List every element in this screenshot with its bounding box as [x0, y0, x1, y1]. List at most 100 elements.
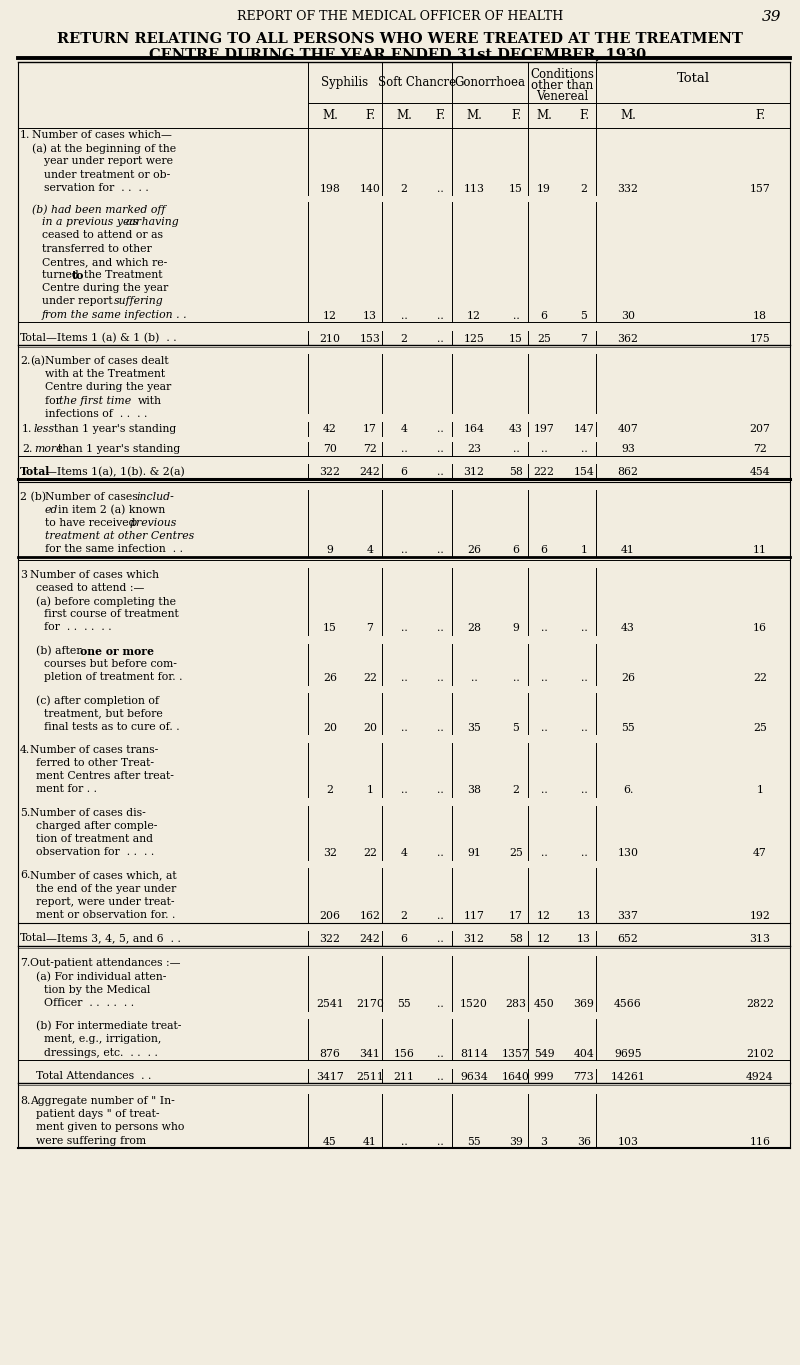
- Text: courses but before com-: courses but before com-: [44, 659, 177, 669]
- Text: ..: ..: [437, 1072, 443, 1082]
- Text: ..: ..: [470, 673, 478, 682]
- Text: 2: 2: [581, 184, 587, 194]
- Text: M.: M.: [466, 109, 482, 121]
- Text: under report: under report: [42, 296, 116, 306]
- Text: 157: 157: [750, 184, 770, 194]
- Text: 283: 283: [506, 999, 526, 1009]
- Text: 2.: 2.: [20, 356, 30, 366]
- Text: 9: 9: [513, 624, 519, 633]
- Text: Number of cases: Number of cases: [45, 491, 138, 501]
- Text: Total Attendances  . .: Total Attendances . .: [36, 1070, 151, 1081]
- Text: RETURN RELATING TO ALL PERSONS WHO WERE TREATED AT THE TREATMENT: RETURN RELATING TO ALL PERSONS WHO WERE …: [57, 31, 743, 46]
- Text: 93: 93: [621, 444, 635, 455]
- Text: 130: 130: [618, 848, 638, 859]
- Text: ..: ..: [401, 1137, 407, 1147]
- Text: 5: 5: [513, 722, 519, 733]
- Text: Total: Total: [20, 934, 47, 943]
- Text: Syphilis: Syphilis: [322, 76, 369, 89]
- Text: suffering: suffering: [114, 296, 164, 306]
- Text: tion of treatment and: tion of treatment and: [36, 834, 153, 844]
- Text: previous: previous: [130, 517, 178, 528]
- Text: ..: ..: [401, 624, 407, 633]
- Text: (c) after completion of: (c) after completion of: [36, 695, 159, 706]
- Text: 312: 312: [463, 467, 485, 478]
- Text: 19: 19: [537, 184, 551, 194]
- Text: 4924: 4924: [746, 1072, 774, 1082]
- Text: 22: 22: [363, 673, 377, 682]
- Text: F.: F.: [755, 109, 765, 121]
- Text: ment given to persons who: ment given to persons who: [36, 1122, 184, 1133]
- Text: 42: 42: [323, 425, 337, 434]
- Text: M.: M.: [322, 109, 338, 121]
- Text: 36: 36: [577, 1137, 591, 1147]
- Text: 1640: 1640: [502, 1072, 530, 1082]
- Text: 2170: 2170: [356, 999, 384, 1009]
- Text: 3417: 3417: [316, 1072, 344, 1082]
- Text: 4: 4: [366, 546, 374, 556]
- Text: transferred to other: transferred to other: [42, 243, 152, 254]
- Text: 210: 210: [319, 334, 341, 344]
- Text: 2 (b): 2 (b): [20, 491, 46, 502]
- Text: ..: ..: [401, 546, 407, 556]
- Text: 4.: 4.: [20, 745, 30, 755]
- Text: 14261: 14261: [610, 1072, 646, 1082]
- Text: 1.: 1.: [20, 130, 30, 141]
- Text: —Items 1(a), 1(b). & 2(a): —Items 1(a), 1(b). & 2(a): [46, 467, 185, 476]
- Text: ..: ..: [513, 444, 519, 455]
- Text: 162: 162: [359, 910, 381, 921]
- Text: ..: ..: [437, 334, 443, 344]
- Text: 2541: 2541: [316, 999, 344, 1009]
- Text: 242: 242: [359, 467, 381, 478]
- Text: includ-: includ-: [136, 491, 174, 501]
- Text: 9: 9: [326, 546, 334, 556]
- Text: 6.: 6.: [623, 785, 633, 796]
- Text: for the same infection  . .: for the same infection . .: [45, 545, 183, 554]
- Text: Soft Chancre: Soft Chancre: [378, 76, 456, 89]
- Text: 16: 16: [753, 624, 767, 633]
- Text: 154: 154: [574, 467, 594, 478]
- Text: 1: 1: [581, 546, 587, 556]
- Text: ment or observation for. .: ment or observation for. .: [36, 910, 175, 920]
- Text: 30: 30: [621, 311, 635, 321]
- Text: pletion of treatment for. .: pletion of treatment for. .: [44, 672, 182, 682]
- Text: F.: F.: [579, 109, 589, 121]
- Text: 222: 222: [534, 467, 554, 478]
- Text: ..: ..: [401, 722, 407, 733]
- Text: in item 2 (a) known: in item 2 (a) known: [58, 505, 166, 515]
- Text: than 1 year's standing: than 1 year's standing: [58, 444, 180, 455]
- Text: ..: ..: [437, 311, 443, 321]
- Text: 6: 6: [541, 546, 547, 556]
- Text: 41: 41: [363, 1137, 377, 1147]
- Text: 1: 1: [366, 785, 374, 796]
- Text: than 1 year's standing: than 1 year's standing: [54, 425, 176, 434]
- Text: 12: 12: [537, 910, 551, 921]
- Text: ..: ..: [437, 722, 443, 733]
- Text: 117: 117: [463, 910, 485, 921]
- Text: Officer  . .  . .  . .: Officer . . . . . .: [44, 998, 134, 1007]
- Text: ..: ..: [581, 444, 587, 455]
- Text: 38: 38: [467, 785, 481, 796]
- Text: ..: ..: [541, 722, 547, 733]
- Text: 6.: 6.: [20, 871, 30, 880]
- Text: year under report were: year under report were: [44, 157, 173, 167]
- Text: 2822: 2822: [746, 999, 774, 1009]
- Text: to have received: to have received: [45, 517, 135, 528]
- Text: 862: 862: [618, 467, 638, 478]
- Text: 55: 55: [621, 722, 635, 733]
- Text: (b) For intermediate treat-: (b) For intermediate treat-: [36, 1021, 182, 1032]
- Text: 140: 140: [359, 184, 381, 194]
- Text: ..: ..: [581, 624, 587, 633]
- Text: F.: F.: [435, 109, 445, 121]
- Text: 197: 197: [534, 425, 554, 434]
- Text: Centre during the year: Centre during the year: [42, 283, 168, 293]
- Text: 58: 58: [509, 934, 523, 945]
- Text: CENTRE DURING THE YEAR ENDED 31st DECEMBER, 1930.: CENTRE DURING THE YEAR ENDED 31st DECEMB…: [149, 46, 651, 61]
- Text: 322: 322: [319, 934, 341, 945]
- Text: ..: ..: [437, 673, 443, 682]
- Text: ..: ..: [581, 848, 587, 859]
- Text: Number of cases dealt: Number of cases dealt: [45, 356, 169, 366]
- Text: 17: 17: [509, 910, 523, 921]
- Text: ..: ..: [437, 624, 443, 633]
- Text: with at the Treatment: with at the Treatment: [45, 369, 165, 379]
- Text: 8.: 8.: [20, 1096, 30, 1106]
